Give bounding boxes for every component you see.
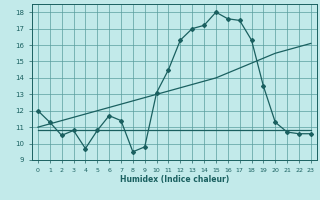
X-axis label: Humidex (Indice chaleur): Humidex (Indice chaleur) xyxy=(120,175,229,184)
